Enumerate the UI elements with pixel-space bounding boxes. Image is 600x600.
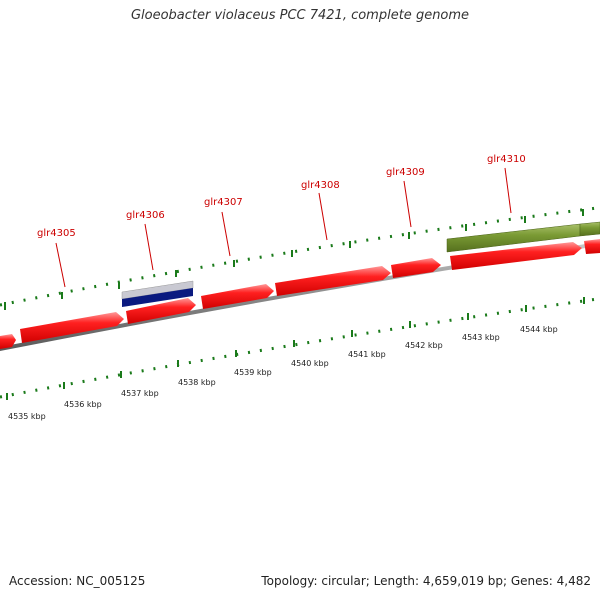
- kbp-labels: 4535 kbp 4536 kbp 4537 kbp 4538 kbp 4539…: [8, 325, 558, 421]
- map-title: Gloeobacter violaceus PCC 7421, complete…: [130, 8, 470, 23]
- outer-tick-row: [0, 206, 600, 310]
- gene-label[interactable]: glr4305: [37, 228, 76, 239]
- gene-arrow-partial[interactable]: [0, 334, 16, 349]
- gene-arrow-glr4310[interactable]: [450, 242, 582, 270]
- gene-arrow-glr4305[interactable]: [20, 312, 124, 343]
- leader-line: [318, 192, 328, 241]
- accession-text: Accession: NC_005125: [9, 574, 146, 588]
- gene-label[interactable]: glr4308: [301, 180, 340, 191]
- kbp-label: 4543 kbp: [462, 333, 500, 342]
- leader-line: [403, 180, 412, 228]
- kbp-label: 4542 kbp: [405, 341, 443, 350]
- gene-arrow-glr4308[interactable]: [275, 266, 391, 296]
- kbp-label: 4541 kbp: [348, 350, 386, 359]
- leader-line: [55, 242, 66, 288]
- forward-genes: [0, 239, 600, 349]
- kbp-label: 4535 kbp: [8, 412, 46, 421]
- kbp-label: 4540 kbp: [291, 359, 329, 368]
- gene-label-leaders: [55, 167, 512, 288]
- gene-arrow-4306b[interactable]: [126, 298, 196, 324]
- gene-labels: glr4305 glr4306 glr4307 glr4308 glr4309 …: [37, 154, 526, 239]
- gene-label[interactable]: glr4306: [126, 210, 165, 221]
- leader-line: [504, 167, 512, 214]
- reverse-gene-glr4306[interactable]: [121, 280, 194, 307]
- kbp-label: 4536 kbp: [64, 400, 102, 409]
- leader-line: [144, 223, 154, 271]
- kbp-label: 4538 kbp: [178, 378, 216, 387]
- kbp-label: 4539 kbp: [234, 368, 272, 377]
- genome-summary-text: Topology: circular; Length: 4,659,019 bp…: [261, 574, 591, 588]
- kbp-label: 4537 kbp: [121, 389, 159, 398]
- gene-arrow-glr4307[interactable]: [201, 284, 274, 309]
- gene-label[interactable]: glr4307: [204, 197, 243, 208]
- gene-label[interactable]: glr4309: [386, 167, 425, 178]
- gene-arrow-next[interactable]: [584, 239, 600, 254]
- inner-tick-row: [0, 297, 600, 400]
- gene-label[interactable]: glr4310: [487, 154, 526, 165]
- kbp-label: 4544 kbp: [520, 325, 558, 334]
- green-feature[interactable]: [446, 221, 600, 253]
- gene-arrow-glr4309[interactable]: [391, 258, 441, 278]
- leader-line: [221, 211, 231, 257]
